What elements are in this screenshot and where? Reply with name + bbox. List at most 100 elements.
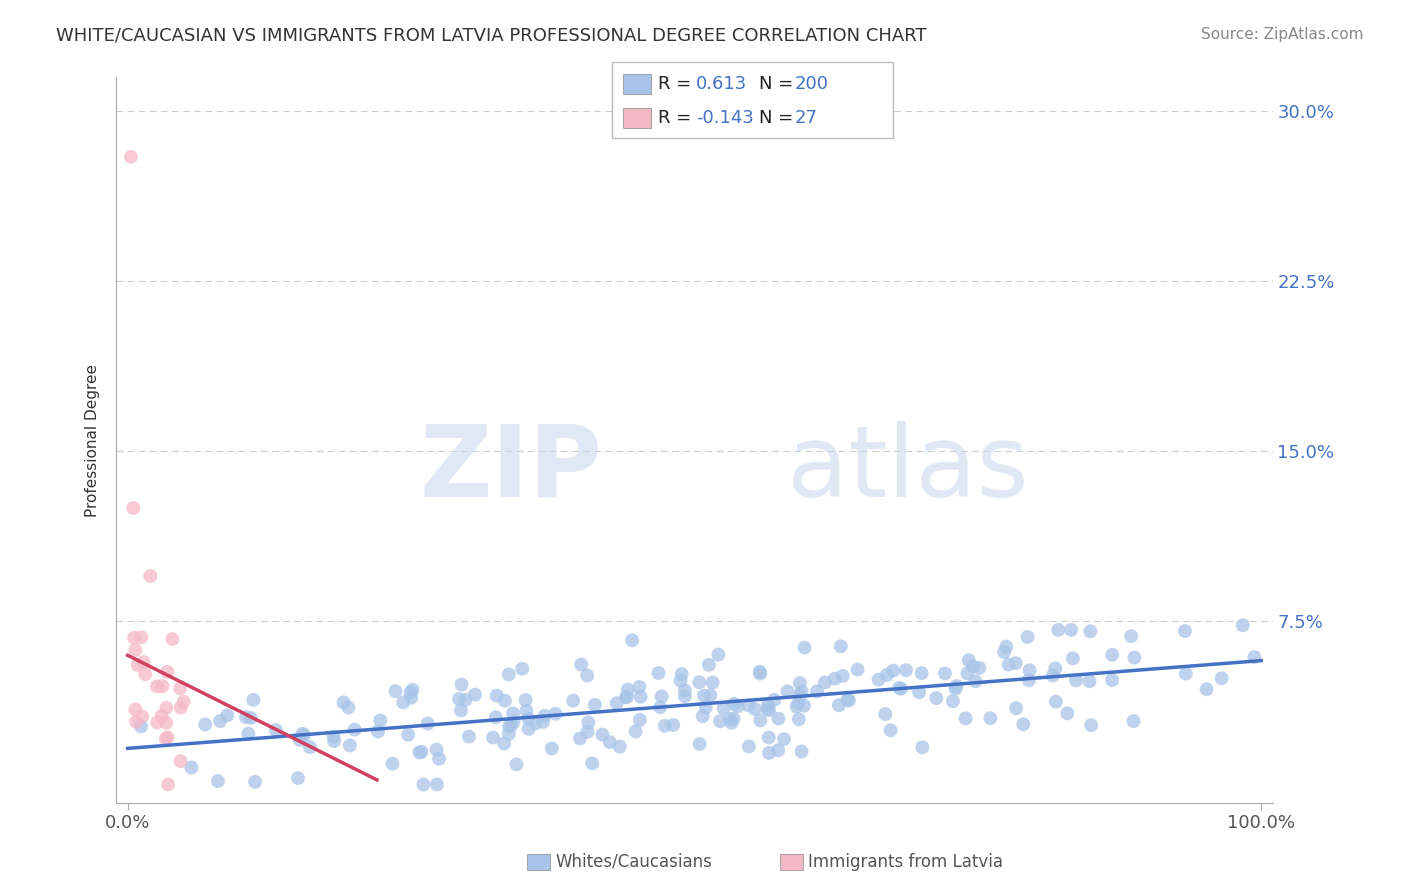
Point: [447, 692, 470, 706]
Point: [695, 700, 717, 714]
Point: [1119, 629, 1142, 643]
Point: [955, 711, 977, 725]
Point: [756, 698, 779, 712]
Point: [766, 743, 789, 757]
Point: [510, 662, 533, 676]
Point: [748, 665, 770, 679]
Point: [156, 731, 179, 745]
Point: [485, 710, 508, 724]
Point: [544, 706, 567, 721]
Point: [298, 740, 321, 755]
Point: [569, 657, 592, 672]
Point: [408, 746, 430, 760]
Point: [127, 657, 149, 672]
Point: [806, 684, 828, 698]
Point: [702, 675, 724, 690]
Point: [693, 689, 716, 703]
Text: Source: ZipAtlas.com: Source: ZipAtlas.com: [1201, 27, 1364, 42]
Point: [875, 707, 897, 722]
Point: [793, 640, 815, 655]
Point: [814, 675, 837, 690]
Point: [614, 690, 637, 705]
Point: [122, 501, 145, 516]
Point: [337, 700, 360, 714]
Point: [1012, 717, 1035, 731]
Point: [139, 569, 162, 583]
Point: [581, 756, 603, 771]
Point: [1123, 650, 1146, 665]
Point: [908, 685, 931, 699]
Point: [956, 666, 979, 681]
Point: [727, 699, 749, 714]
Point: [531, 714, 554, 729]
Point: [170, 700, 193, 714]
Point: [911, 740, 934, 755]
Point: [339, 739, 361, 753]
Point: [120, 150, 142, 164]
Point: [131, 709, 153, 723]
Point: [756, 702, 779, 716]
Point: [599, 735, 621, 749]
Point: [723, 712, 745, 726]
Point: [242, 693, 264, 707]
Point: [494, 694, 516, 708]
Point: [207, 774, 229, 789]
Point: [264, 723, 287, 737]
Point: [458, 730, 481, 744]
Point: [155, 701, 177, 715]
Point: [209, 714, 232, 728]
Point: [709, 714, 731, 728]
Point: [482, 731, 505, 745]
Point: [1042, 668, 1064, 682]
Point: [323, 734, 346, 748]
Point: [1045, 661, 1067, 675]
Point: [773, 732, 796, 747]
Point: [1047, 623, 1070, 637]
Point: [502, 706, 524, 721]
Point: [630, 690, 652, 704]
Point: [1174, 624, 1197, 639]
Point: [688, 675, 710, 690]
Point: [673, 683, 696, 698]
Point: [517, 722, 540, 736]
Point: [910, 666, 932, 681]
Point: [723, 697, 745, 711]
Point: [1004, 656, 1026, 670]
Point: [124, 643, 146, 657]
Point: [651, 690, 673, 704]
Text: 200: 200: [794, 75, 828, 93]
Point: [217, 708, 239, 723]
Point: [368, 714, 391, 728]
Point: [1062, 651, 1084, 665]
Point: [502, 714, 524, 729]
Point: [969, 661, 991, 675]
Point: [416, 716, 439, 731]
Point: [396, 728, 419, 742]
Point: [673, 689, 696, 703]
Point: [846, 663, 869, 677]
Point: [132, 655, 155, 669]
Point: [837, 692, 859, 706]
Text: N =: N =: [759, 109, 793, 127]
Point: [830, 640, 852, 654]
Point: [515, 704, 537, 718]
Text: R =: R =: [658, 109, 692, 127]
Point: [945, 681, 967, 696]
Point: [464, 688, 486, 702]
Point: [384, 684, 406, 698]
Point: [997, 657, 1019, 672]
Point: [155, 715, 177, 730]
Point: [789, 688, 811, 702]
Point: [1243, 650, 1265, 665]
Point: [494, 737, 516, 751]
Point: [1064, 673, 1087, 688]
Point: [882, 664, 904, 678]
Point: [654, 719, 676, 733]
Point: [945, 679, 967, 693]
Point: [628, 713, 651, 727]
Point: [995, 640, 1018, 654]
Point: [576, 724, 599, 739]
Point: [501, 718, 523, 732]
Point: [450, 703, 472, 717]
Point: [894, 663, 917, 677]
